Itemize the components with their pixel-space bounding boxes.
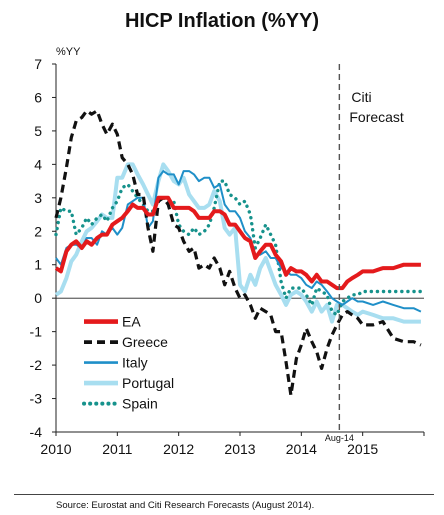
annotation-group: Citi Forecast Aug-14 xyxy=(325,64,404,443)
x-tick-label: 2013 xyxy=(224,441,255,457)
forecast-date-label: Aug-14 xyxy=(325,433,354,443)
y-tick-label: -3 xyxy=(30,391,43,407)
y-tick-label: -1 xyxy=(30,324,43,340)
y-axis-unit-label: %YY xyxy=(56,46,81,58)
y-tick-label: 7 xyxy=(34,56,42,72)
y-tick-label: 2 xyxy=(34,223,42,239)
chart-title: HICP Inflation (%YY) xyxy=(124,10,320,32)
source-note: Source: Eurostat and Citi Research Forec… xyxy=(56,500,315,511)
x-tick-label: 2014 xyxy=(286,441,317,457)
forecast-label-citi: Citi xyxy=(351,89,371,105)
x-tick-label: 2015 xyxy=(347,441,378,457)
series-line-ea xyxy=(54,195,421,291)
legend-label-italy: Italy xyxy=(122,355,148,371)
legend-group: EA Greece Italy Portugal Spain xyxy=(82,314,174,412)
x-tick-label: 2012 xyxy=(163,441,194,457)
legend-label-greece: Greece xyxy=(122,334,168,350)
legend-label-portugal: Portugal xyxy=(122,375,174,391)
y-tick-label: 3 xyxy=(34,190,42,206)
y-tick-label: -2 xyxy=(30,357,43,373)
legend-label-ea: EA xyxy=(122,314,141,330)
y-tick-label: 5 xyxy=(34,123,42,139)
series-line-portugal xyxy=(54,162,421,324)
x-tick-label: 2010 xyxy=(40,441,71,457)
forecast-label-forecast: Forecast xyxy=(349,109,404,125)
legend-label-spain: Spain xyxy=(122,396,158,412)
y-tick-label: 0 xyxy=(34,290,42,306)
x-tick-label: 2011 xyxy=(102,441,132,457)
y-tick-label: -4 xyxy=(30,424,43,440)
y-tick-label: 1 xyxy=(34,257,42,273)
source-divider xyxy=(14,494,434,495)
series-line-spain xyxy=(54,179,423,317)
series-group xyxy=(54,109,423,397)
y-tick-label: 6 xyxy=(34,89,42,105)
series-line-greece xyxy=(54,109,422,397)
y-tick-label: 4 xyxy=(34,156,42,172)
